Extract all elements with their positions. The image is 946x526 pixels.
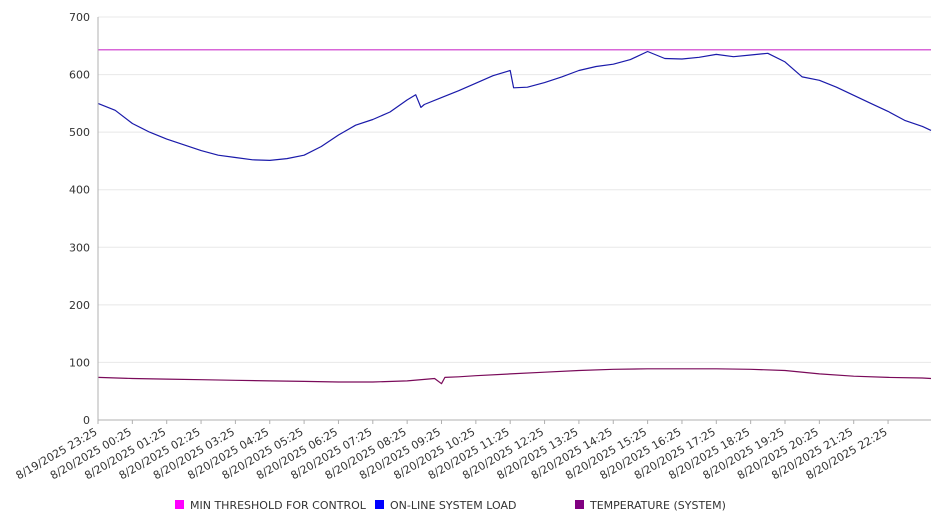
legend: MIN THRESHOLD FOR CONTROL ON-LINE SYSTEM … (175, 499, 726, 512)
y-tick-label: 400 (69, 184, 90, 197)
y-tick-label: 100 (69, 356, 90, 369)
y-axis-tick-labels: 0 100 200 300 400 500 600 700 (69, 11, 90, 427)
y-tick-label: 300 (69, 241, 90, 254)
series-line-3 (97, 368, 932, 385)
y-tick-label: 200 (69, 299, 90, 312)
x-axis-tick-labels: 8/19/2025 23:258/20/2025 00:258/20/2025 … (14, 420, 890, 482)
legend-label: MIN THRESHOLD FOR CONTROL (190, 499, 367, 512)
legend-swatch (175, 500, 184, 509)
series-lines (97, 49, 932, 385)
legend-label: ON-LINE SYSTEM LOAD (390, 499, 516, 512)
legend-label: TEMPERATURE (SYSTEM) (589, 499, 726, 512)
y-tick-label: 0 (83, 414, 90, 427)
series-line-2 (97, 50, 932, 161)
y-tick-label: 600 (69, 69, 90, 82)
y-tick-label: 700 (69, 11, 90, 24)
legend-swatch (375, 500, 384, 509)
legend-swatch (575, 500, 584, 509)
y-tick-label: 500 (69, 126, 90, 139)
grid-lines (98, 16, 931, 363)
